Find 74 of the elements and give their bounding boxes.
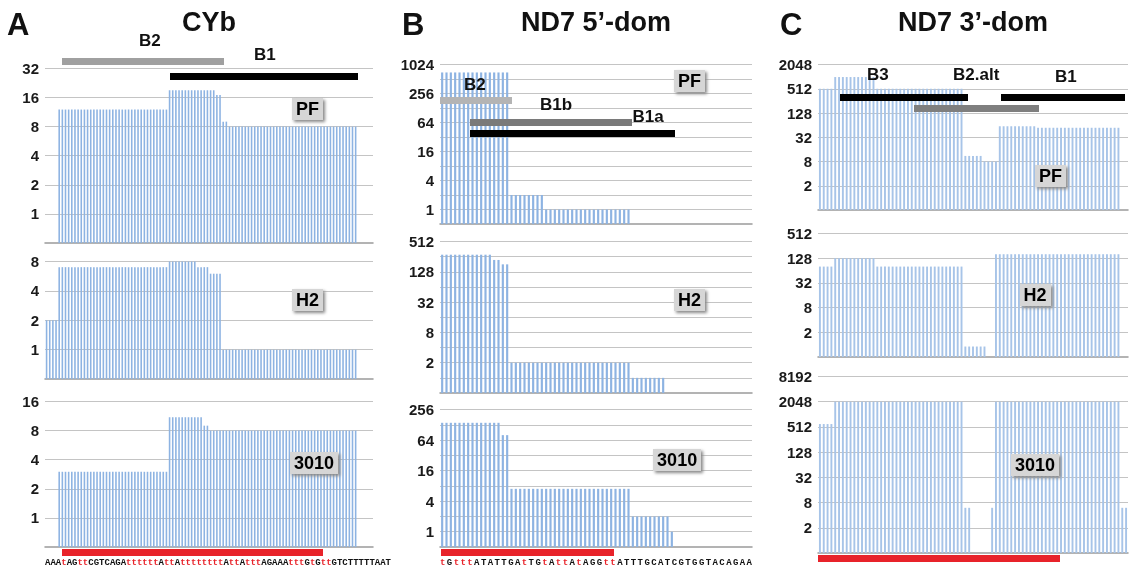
y-tick-label: 2048 [778, 393, 812, 411]
y-tick-label: 2 [803, 177, 812, 195]
chart-title: ND7 3’-dom [898, 6, 1049, 37]
y-tick-label: 32 [417, 293, 434, 311]
y-tick-label: 2 [30, 311, 39, 329]
y-tick-label: 2 [425, 354, 434, 372]
y-tick-label: 8 [30, 118, 39, 136]
y-tick-label: 4 [30, 451, 40, 469]
y-tick-label: 2 [803, 519, 812, 537]
y-tick-label: 1 [425, 201, 434, 218]
y-tick-label: 16 [417, 143, 434, 160]
y-tick-label: 128 [786, 443, 812, 461]
chart-title: CYb [182, 6, 236, 37]
annotation: 3010 [653, 448, 702, 471]
y-tick-label: 1 [30, 509, 39, 527]
y-tick-label: 512 [786, 418, 812, 436]
text: B [402, 6, 425, 42]
y-tick-label: 512 [408, 233, 434, 250]
annotation: B2 [464, 74, 486, 94]
y-tick-label: 64 [417, 431, 435, 449]
annotation: 3010 [1011, 454, 1060, 477]
y-tick-label: 8 [803, 153, 812, 170]
y-tick-label: 2048 [778, 56, 812, 73]
chart-title: ND7 5’-dom [521, 6, 672, 37]
y-tick-label: 16 [22, 88, 39, 106]
annotation: B1 [254, 44, 276, 64]
annotation: B3 [867, 64, 889, 84]
y-tick-label: 8 [30, 422, 39, 440]
y-tick-label: 32 [795, 274, 812, 292]
y-tick-label: 256 [408, 85, 434, 102]
annotation: H2 [1019, 283, 1051, 306]
text: B2 [139, 30, 161, 50]
y-tick-label: 32 [795, 468, 812, 486]
y-tick-label: 2 [30, 176, 39, 194]
text: C [780, 6, 803, 42]
y-tick-label: 8 [803, 494, 812, 512]
text: AAAtAGttCGTCAGAttttttAttAttttttttAttAtttAGAAAtttGtGttGTCTTTTTAAT [45, 558, 391, 568]
y-tick-label: 8 [803, 299, 812, 317]
annotation: B1b [540, 94, 573, 114]
annotation: H2 [291, 288, 323, 311]
y-tick-label: 128 [786, 249, 812, 267]
y-tick-label: 256 [408, 401, 434, 418]
y-tick-label: 1 [30, 341, 39, 359]
annotation: B1 [1055, 66, 1077, 86]
annotation: B1a [632, 106, 664, 126]
annotation: PF [1035, 164, 1067, 187]
y-tick-label: 1 [425, 523, 434, 541]
y-tick-label: 4 [30, 147, 40, 165]
y-tick-label: 32 [795, 128, 812, 146]
y-tick-label: 4 [425, 172, 435, 189]
y-tick-label: 4 [30, 282, 40, 300]
y-tick-label: 128 [786, 104, 812, 122]
y-tick-label: 512 [786, 225, 812, 242]
y-tick-label: 8 [425, 323, 434, 341]
y-tick-label: 1024 [400, 56, 435, 73]
y-tick-label: 4 [425, 492, 435, 510]
text: A [7, 6, 30, 42]
y-tick-label: 128 [408, 263, 434, 281]
annotation: PF [674, 70, 706, 93]
y-tick-label: 32 [22, 59, 39, 77]
text: tGtttATATTGAtTGtAttAtAGGttATTTGCATCGTGGTACAGAA [440, 558, 752, 568]
annotation: B2.alt [953, 64, 1000, 84]
y-tick-label: 16 [417, 462, 434, 480]
y-tick-label: 2 [30, 480, 39, 498]
y-tick-label: 1 [30, 205, 39, 223]
annotation: H2 [674, 289, 706, 312]
y-tick-label: 64 [417, 114, 435, 131]
y-tick-label: 2 [803, 323, 812, 341]
y-tick-label: 512 [786, 80, 812, 98]
y-tick-label: 8192 [778, 368, 812, 385]
annotation: PF [291, 98, 323, 121]
y-tick-label: 8 [30, 253, 39, 270]
y-tick-label: 16 [22, 393, 39, 410]
annotation: 3010 [289, 451, 338, 474]
